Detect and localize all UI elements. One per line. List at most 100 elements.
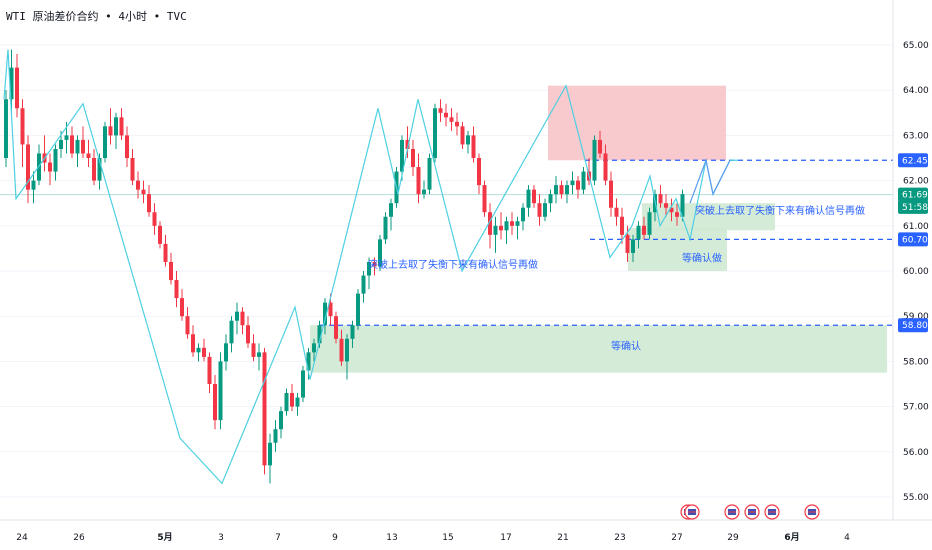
candle-body [521, 207, 525, 222]
candle-body [504, 221, 509, 231]
candle-body [334, 316, 338, 339]
candle-body [345, 338, 349, 362]
candle-body [229, 320, 234, 344]
annotations: 突破上去取了失衡下来有确认信号再做突破上去取了失衡下来有确认信号再做等确认做等确… [368, 204, 865, 353]
candle-body [669, 207, 674, 213]
candle-body [130, 158, 135, 181]
candle-body [658, 194, 663, 204]
date-tick-label: 24 [16, 533, 28, 543]
instrument-name: 原油差价合约 [32, 10, 99, 23]
candle-body [224, 343, 228, 362]
candle-body [570, 180, 575, 186]
annotation-label: 等确认 [611, 340, 641, 353]
candle-body [31, 180, 36, 190]
candle-body [218, 361, 223, 421]
candle-body [235, 311, 239, 321]
date-tick-label: 26 [73, 533, 85, 543]
candle-body [526, 189, 531, 208]
price-tick-label: 62.00 [903, 177, 929, 187]
candle-body [240, 311, 245, 326]
candle-body [400, 139, 404, 172]
candle-body [609, 180, 613, 208]
candle-body [48, 162, 52, 172]
candle-body [581, 171, 586, 190]
candle-body [136, 180, 140, 190]
candle-body [642, 225, 646, 235]
candle-body [554, 185, 558, 195]
date-tick-label: 7 [275, 533, 281, 543]
candle-body [125, 135, 129, 158]
candle-body [185, 316, 190, 335]
date-tick-label: 29 [727, 533, 739, 543]
candle-body [510, 221, 514, 226]
candle-body [246, 325, 250, 344]
candle-body [4, 99, 8, 158]
candle-body [202, 347, 206, 357]
candle-body [75, 139, 80, 154]
price-tick-label: 60.00 [903, 267, 929, 277]
candle-body [15, 67, 19, 109]
date-tick-label: 6月 [784, 532, 799, 543]
candle-body [559, 185, 564, 195]
candle-body [174, 280, 179, 299]
candle-body [543, 203, 547, 217]
candle-body [680, 194, 685, 217]
candle-body [576, 180, 580, 190]
calendar-event-icon [684, 504, 700, 520]
candle-body [427, 158, 432, 190]
candle-body [64, 135, 69, 140]
price-axis[interactable]: 55.00 56.00 57.00 58.00 59.00 60.00 61.00 62.00… [892, 0, 929, 520]
candle-body [268, 442, 272, 466]
candle-body [620, 216, 624, 235]
candle-body [339, 338, 344, 362]
annotation-label: 突破上去取了失衡下来有确认信号再做 [695, 204, 865, 217]
candle-body [537, 203, 542, 217]
candle-body [444, 112, 448, 118]
candle-body [317, 325, 322, 344]
time-axis[interactable]: 24 26 5月 3 7 9 13 15 17 21 23 27 29 6月 4 [0, 519, 932, 543]
candle-body [9, 67, 14, 100]
event-markers[interactable] [680, 504, 820, 520]
candle-body [53, 148, 58, 172]
zigzag-lines [3, 49, 738, 485]
level-price-tag [898, 318, 928, 333]
level-price-tag [898, 232, 928, 247]
candle-body [614, 207, 619, 217]
calendar-event-icon [744, 504, 760, 520]
last-price-label: 61.69 [902, 191, 928, 201]
date-tick-label: 9 [332, 533, 338, 543]
candle-body [295, 397, 300, 407]
symbol: WTI [6, 10, 26, 23]
resistance-zone [548, 85, 726, 161]
price-tick-label: 57.00 [903, 403, 929, 413]
candle-body [433, 108, 437, 158]
date-tick-label: 15 [442, 533, 453, 543]
candle-body [383, 216, 388, 240]
candle-body [477, 158, 481, 186]
price-tick-label: 64.00 [903, 86, 929, 96]
countdown-price-tag [898, 199, 928, 214]
candle-body [460, 126, 465, 145]
date-tick-label: 21 [557, 533, 568, 543]
calendar-event-icon [764, 504, 780, 520]
price-tick-label: 61.00 [903, 222, 929, 232]
candle-body [284, 393, 289, 412]
zones [310, 85, 887, 373]
candle-body [279, 411, 283, 430]
candle-body [59, 139, 63, 149]
price-tick-label: 56.00 [903, 448, 929, 458]
candle-body [207, 356, 212, 384]
date-tick-label: 17 [500, 533, 511, 543]
level-price-label: 60.70 [902, 235, 928, 245]
candle-body [97, 158, 102, 181]
candle-body [290, 393, 294, 407]
candle-body [631, 239, 635, 253]
candle-body [20, 108, 25, 145]
candle-body [191, 334, 195, 353]
candle-body [493, 225, 498, 235]
candle-body [323, 302, 327, 326]
level-lines [0, 159, 893, 326]
candle-body [114, 117, 118, 136]
candle-body [565, 185, 569, 195]
